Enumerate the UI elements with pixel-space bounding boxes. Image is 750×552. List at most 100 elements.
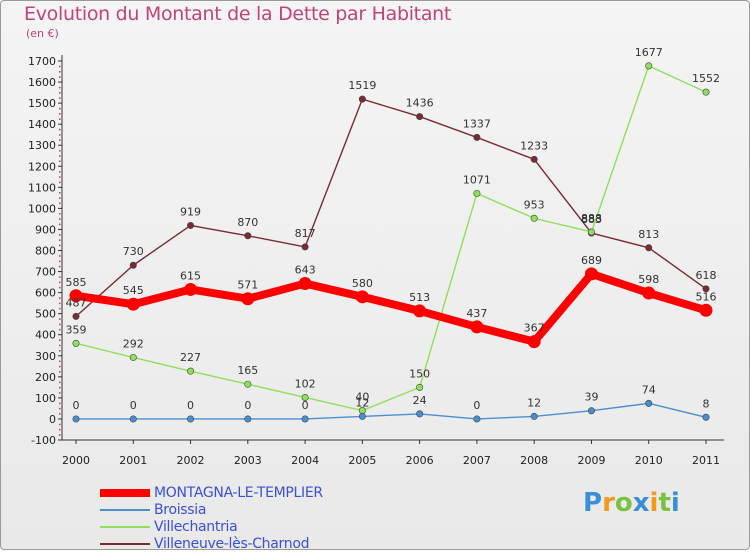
y-minor-tick	[59, 402, 61, 405]
y-tick-label: 1000	[28, 202, 56, 215]
data-label: 598	[638, 273, 659, 286]
data-label: 24	[413, 394, 427, 407]
y-minor-tick	[59, 255, 61, 257]
logo-letter: o	[614, 488, 633, 518]
data-point	[416, 410, 424, 418]
data-point	[129, 415, 137, 423]
y-tick-label: 1500	[28, 97, 56, 110]
data-point	[244, 380, 252, 388]
data-point	[473, 133, 481, 141]
chart-axes: -100010020030040050060070080090010001100…	[28, 55, 724, 467]
y-minor-tick	[59, 160, 61, 163]
data-label: 953	[524, 198, 545, 211]
data-label: 8	[703, 397, 710, 410]
y-minor-tick	[59, 181, 61, 184]
data-label: 513	[409, 291, 430, 304]
y-minor-tick	[59, 65, 61, 68]
legend-swatch	[100, 542, 150, 545]
x-tick-label: 2005	[348, 454, 376, 467]
data-point	[473, 189, 481, 197]
data-label: 1071	[463, 173, 491, 186]
chart-legend: MONTAGNA-LE-TEMPLIER Broissia Villechantri…	[100, 484, 323, 552]
data-point	[301, 393, 309, 401]
y-minor-tick	[59, 392, 61, 394]
data-point	[530, 214, 538, 222]
data-label: 817	[295, 227, 316, 240]
y-minor-tick	[59, 202, 61, 205]
data-label: 0	[187, 399, 194, 412]
x-tick-label: 2003	[234, 454, 262, 467]
y-tick-label: 200	[35, 371, 56, 384]
legend-item: MONTAGNA-LE-TEMPLIER	[100, 484, 323, 501]
legend-swatch	[100, 488, 150, 497]
y-minor-tick	[59, 97, 61, 99]
data-label: 1436	[406, 97, 434, 110]
data-point	[587, 228, 595, 236]
data-point	[702, 88, 710, 96]
y-tick-label: -100	[31, 434, 56, 447]
legend-label: MONTAGNA-LE-TEMPLIER	[154, 484, 323, 501]
x-tick-label: 2006	[406, 454, 434, 467]
data-label: 74	[642, 383, 656, 396]
logo-letter: P	[583, 488, 603, 518]
y-minor-tick	[59, 234, 61, 236]
data-label: 1337	[463, 117, 491, 130]
y-minor-tick	[59, 318, 61, 320]
x-tick-label: 2002	[177, 454, 205, 467]
y-minor-tick	[59, 281, 61, 284]
y-tick-label: 700	[35, 266, 56, 279]
y-minor-tick	[59, 381, 61, 384]
y-minor-tick	[59, 344, 61, 347]
legend-label: Broissia	[154, 501, 207, 518]
y-tick-label: 1600	[28, 76, 56, 89]
series-line-0	[72, 269, 710, 346]
data-point	[241, 292, 255, 306]
y-minor-tick	[59, 113, 61, 115]
y-minor-tick	[59, 134, 61, 136]
y-minor-tick	[59, 350, 61, 352]
y-minor-tick	[59, 176, 61, 178]
y-tick-label: 1100	[28, 181, 56, 194]
data-point	[584, 267, 598, 281]
data-point	[645, 62, 653, 70]
x-tick-label: 2007	[463, 454, 491, 467]
data-point	[527, 335, 541, 349]
data-point	[72, 415, 80, 423]
legend-swatch	[100, 525, 150, 528]
y-minor-tick	[59, 149, 61, 152]
data-point	[416, 113, 424, 121]
logo-letter: r	[602, 488, 615, 518]
y-tick-label: 100	[35, 392, 56, 405]
y-minor-tick	[59, 239, 61, 241]
y-tick-label: 1200	[28, 160, 56, 173]
legend-label: Villechantria	[154, 518, 238, 535]
legend-item: Villeneuve-lès-Charnod	[100, 535, 323, 552]
y-minor-tick	[59, 407, 61, 410]
y-minor-tick	[59, 107, 61, 110]
series-line-3	[75, 98, 707, 318]
data-point	[645, 399, 653, 407]
y-minor-tick	[59, 244, 61, 247]
y-tick-label: 1400	[28, 118, 56, 131]
data-label: 1233	[520, 139, 548, 152]
data-point	[187, 367, 195, 375]
data-point	[187, 415, 195, 423]
data-label: 227	[180, 351, 201, 364]
data-label: 888	[581, 212, 602, 225]
chart-title: Evolution du Montant de la Dette par Hab…	[24, 3, 452, 25]
logo-letter: i	[670, 488, 680, 518]
series-line-2	[75, 65, 707, 412]
data-label: 1519	[348, 79, 376, 92]
y-minor-tick	[59, 434, 61, 436]
y-minor-tick	[59, 213, 61, 215]
data-label: 40	[355, 391, 369, 404]
data-point	[355, 290, 369, 304]
y-minor-tick	[59, 265, 61, 268]
legend-swatch	[100, 508, 150, 511]
data-label: 580	[352, 277, 373, 290]
x-tick-label: 2010	[635, 454, 663, 467]
y-minor-tick	[59, 302, 61, 305]
data-label: 870	[237, 216, 258, 229]
y-tick-label: 0	[49, 413, 56, 426]
